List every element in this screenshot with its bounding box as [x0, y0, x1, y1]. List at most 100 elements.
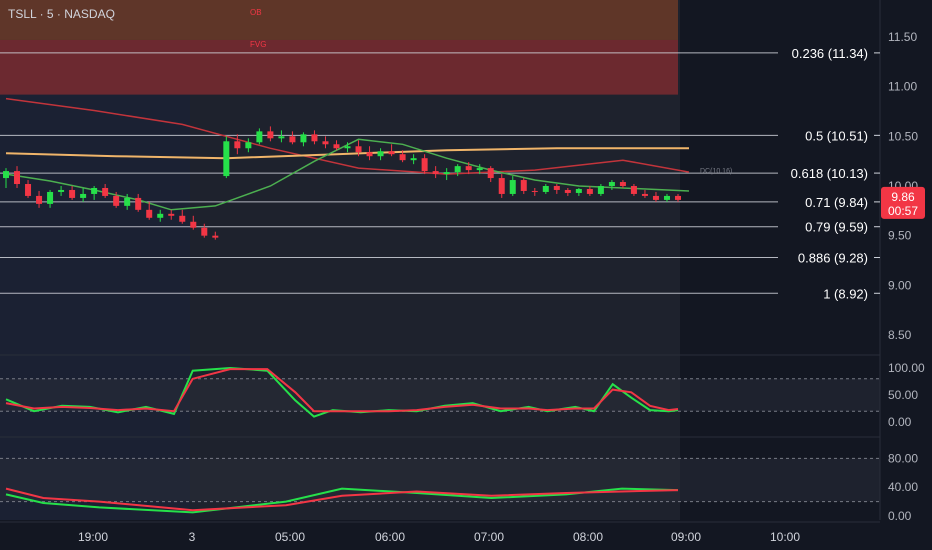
candle-body — [476, 168, 483, 171]
candle-body — [675, 195, 681, 200]
candle-body — [355, 146, 362, 153]
candle-body — [421, 158, 428, 172]
fib-label: 0.886 (9.28) — [798, 251, 868, 266]
candle-body — [575, 188, 582, 193]
osc1-tick-label: 50.00 — [888, 388, 918, 402]
candle-body — [608, 182, 615, 186]
price-tick-label: 8.50 — [888, 328, 912, 342]
time-label: 06:00 — [375, 530, 405, 544]
candle-body — [289, 136, 296, 143]
candle-body — [223, 141, 230, 177]
candle-body — [201, 227, 208, 236]
candle-body — [652, 195, 659, 200]
session-bg-right — [680, 0, 880, 520]
fib-label: 0.79 (9.59) — [805, 220, 868, 235]
osc2-tick-label: 40.00 — [888, 480, 918, 494]
osc2-tick-label: 0.00 — [888, 509, 912, 523]
candle-body — [311, 134, 318, 142]
candle-body — [245, 142, 252, 149]
candle-body — [641, 193, 648, 196]
candle-body — [366, 152, 373, 157]
candle-body — [47, 191, 54, 204]
osc2-red-line — [5, 487, 679, 512]
zone-label-fvg: FVG — [250, 40, 266, 49]
candle-body — [542, 186, 549, 192]
dc-label: DC(10.16) — [700, 168, 732, 175]
candle-body — [212, 235, 219, 238]
candle-body — [487, 168, 494, 179]
candle-body — [520, 180, 527, 191]
candle-body — [256, 131, 263, 143]
candle-body — [234, 141, 241, 149]
candle-body — [300, 134, 307, 143]
ma-red-line — [5, 97, 690, 175]
candle-body — [619, 182, 626, 186]
time-label: 3 — [189, 530, 196, 544]
candle-body — [399, 154, 406, 161]
osc1-tick-label: 100.00 — [888, 361, 925, 375]
time-label: 07:00 — [474, 530, 504, 544]
current-price-value: 9.86 — [891, 190, 915, 204]
candle-body — [553, 186, 560, 190]
candle-body — [14, 171, 21, 185]
candle-body — [267, 131, 274, 139]
price-tick-label: 10.50 — [888, 129, 918, 143]
candle-body — [377, 151, 384, 157]
candle-body — [498, 178, 505, 194]
fib-label: 0.5 (10.51) — [805, 128, 868, 143]
zone-ob — [0, 0, 678, 40]
osc2-tick-label: 80.00 — [888, 451, 918, 465]
zone-label-ob: OB — [250, 8, 262, 17]
price-tick-label: 9.50 — [888, 229, 912, 243]
candle-body — [531, 190, 538, 192]
candle-body — [25, 184, 32, 196]
current-price-badge — [881, 186, 925, 219]
osc1-red-line — [5, 368, 679, 413]
time-label: 09:00 — [671, 530, 701, 544]
candle-body — [333, 144, 340, 149]
candle-body — [135, 197, 142, 210]
candle-body — [344, 146, 351, 149]
candle-body — [410, 158, 417, 161]
candle-body — [278, 136, 285, 139]
fib-label: 0.71 (9.84) — [805, 195, 868, 210]
price-tick-label: 11.50 — [888, 30, 917, 44]
candle-body — [113, 195, 120, 206]
candle-body — [443, 172, 450, 175]
candle-body — [102, 187, 109, 196]
price-tick-label: 11.00 — [888, 80, 917, 94]
ma-orange-line — [5, 147, 689, 160]
candle-body — [168, 213, 175, 216]
candle-body — [663, 195, 670, 200]
fib-label: 1 (8.92) — [823, 286, 868, 301]
time-label: 05:00 — [275, 530, 305, 544]
candle-body — [146, 209, 153, 218]
candle-body — [432, 171, 439, 175]
current-price-countdown: 00:57 — [888, 204, 918, 218]
symbol-title: TSLL · 5 · NASDAQ — [8, 7, 115, 21]
candle-body — [322, 141, 329, 145]
time-label: 19:00 — [78, 530, 108, 544]
candle-body — [80, 193, 87, 198]
candle-body — [3, 171, 9, 179]
candle-body — [36, 195, 43, 204]
osc1-tick-label: 0.00 — [888, 415, 912, 429]
candle-body — [586, 188, 593, 194]
fib-label: 0.618 (10.13) — [791, 166, 868, 181]
time-label: 08:00 — [573, 530, 603, 544]
candle-body — [388, 151, 395, 155]
price-tick-label: 9.00 — [888, 278, 912, 292]
candle-body — [179, 215, 186, 222]
candle-body — [509, 180, 516, 194]
zone-fvg — [0, 39, 678, 95]
candle-body — [564, 189, 571, 193]
time-label: 10:00 — [770, 530, 800, 544]
fib-label: 0.236 (11.34) — [792, 46, 868, 61]
candle-body — [58, 189, 65, 192]
candle-body — [454, 166, 461, 173]
candle-body — [69, 189, 76, 198]
candle-body — [157, 213, 164, 218]
candle-body — [465, 166, 472, 171]
candle-body — [630, 186, 637, 194]
